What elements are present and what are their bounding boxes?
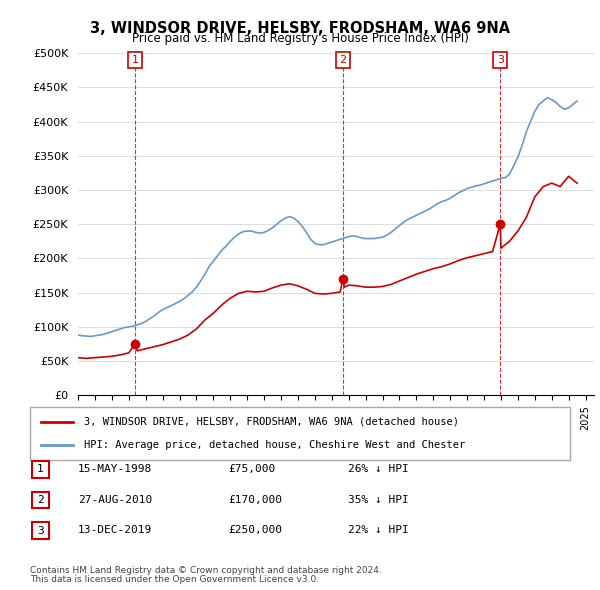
Text: 2: 2 [339, 55, 346, 65]
Text: This data is licensed under the Open Government Licence v3.0.: This data is licensed under the Open Gov… [30, 575, 319, 584]
Text: 15-MAY-1998: 15-MAY-1998 [78, 464, 152, 474]
Text: 27-AUG-2010: 27-AUG-2010 [78, 495, 152, 504]
Text: 1: 1 [131, 55, 139, 65]
FancyBboxPatch shape [32, 523, 49, 539]
Text: Contains HM Land Registry data © Crown copyright and database right 2024.: Contains HM Land Registry data © Crown c… [30, 566, 382, 575]
Text: 3, WINDSOR DRIVE, HELSBY, FRODSHAM, WA6 9NA (detached house): 3, WINDSOR DRIVE, HELSBY, FRODSHAM, WA6 … [84, 417, 459, 427]
Text: 22% ↓ HPI: 22% ↓ HPI [348, 526, 409, 535]
Text: 3: 3 [497, 55, 504, 65]
Text: 3: 3 [37, 526, 44, 536]
Text: Price paid vs. HM Land Registry's House Price Index (HPI): Price paid vs. HM Land Registry's House … [131, 32, 469, 45]
Text: £170,000: £170,000 [228, 495, 282, 504]
Text: £75,000: £75,000 [228, 464, 275, 474]
Text: £250,000: £250,000 [228, 526, 282, 535]
Text: 26% ↓ HPI: 26% ↓ HPI [348, 464, 409, 474]
Text: 1: 1 [37, 464, 44, 474]
FancyBboxPatch shape [32, 492, 49, 508]
FancyBboxPatch shape [32, 461, 49, 478]
FancyBboxPatch shape [30, 407, 570, 460]
Text: 2: 2 [37, 495, 44, 505]
Text: 35% ↓ HPI: 35% ↓ HPI [348, 495, 409, 504]
Text: 13-DEC-2019: 13-DEC-2019 [78, 526, 152, 535]
Text: 3, WINDSOR DRIVE, HELSBY, FRODSHAM, WA6 9NA: 3, WINDSOR DRIVE, HELSBY, FRODSHAM, WA6 … [90, 21, 510, 35]
Text: HPI: Average price, detached house, Cheshire West and Chester: HPI: Average price, detached house, Ches… [84, 440, 465, 450]
